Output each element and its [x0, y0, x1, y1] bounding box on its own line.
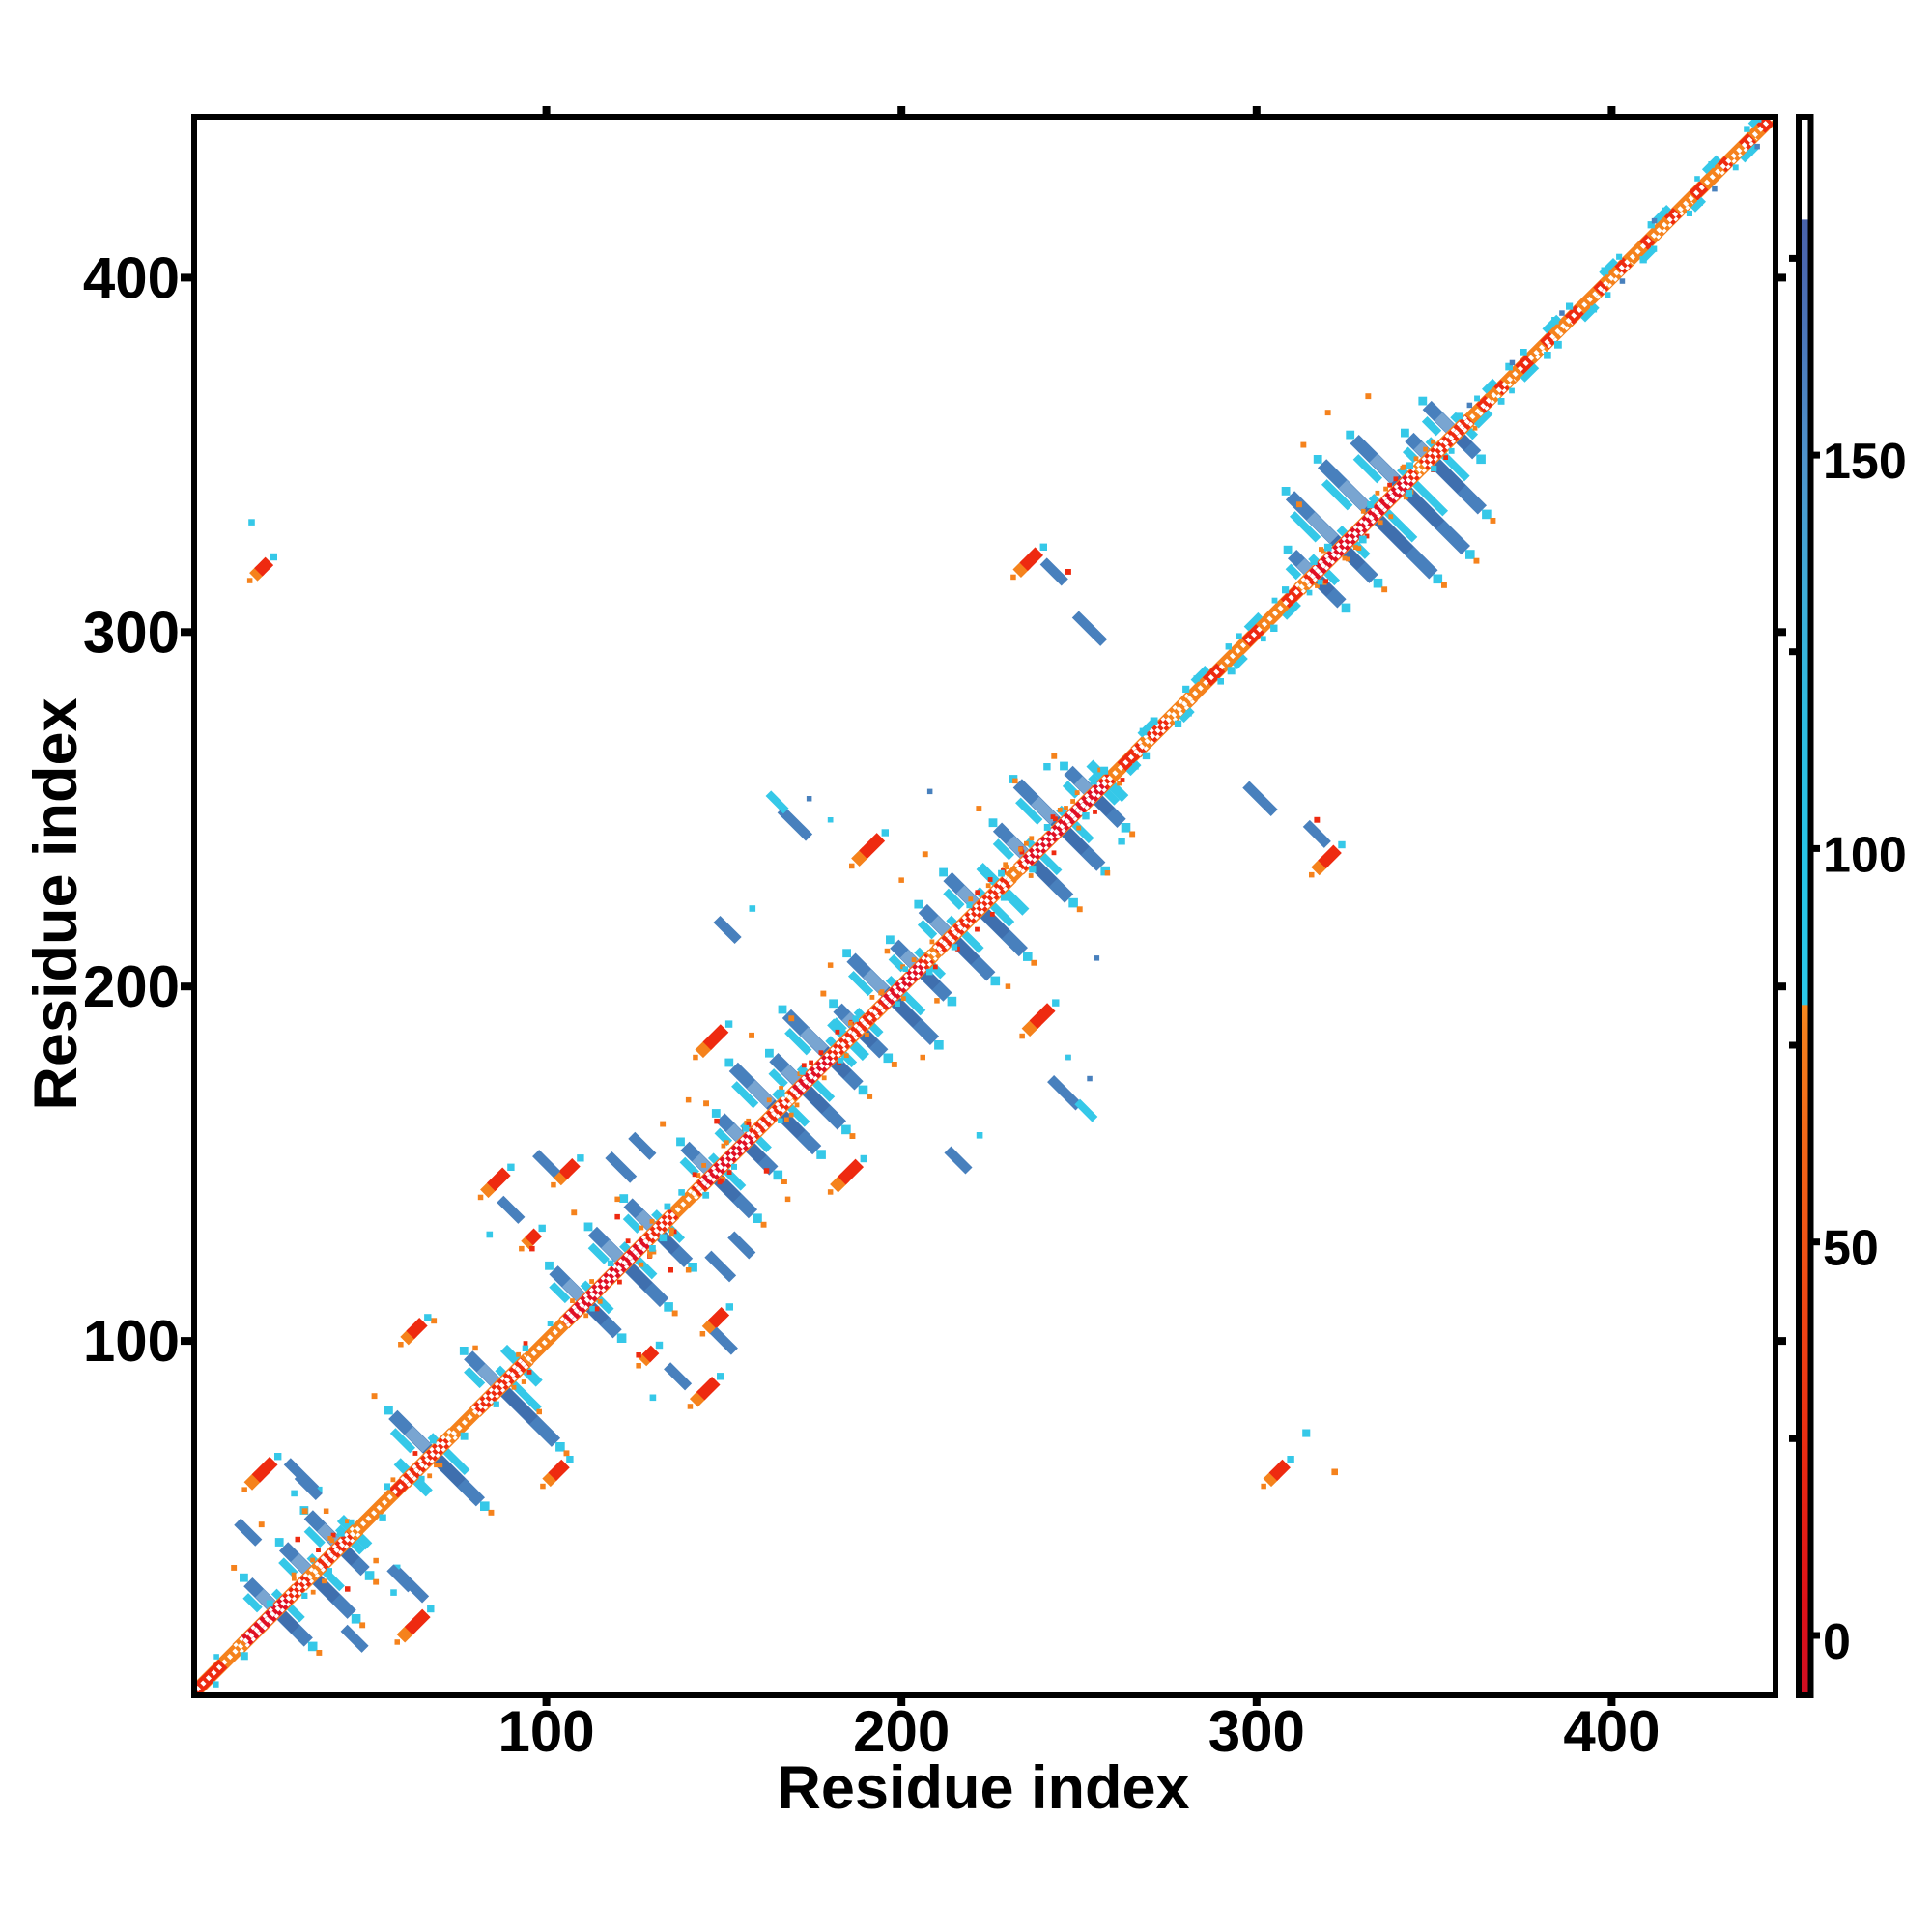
svg-text:50: 50 [1823, 1221, 1879, 1277]
svg-text:100: 100 [83, 1309, 180, 1374]
svg-text:100: 100 [1823, 827, 1907, 883]
svg-text:Residue index: Residue index [22, 697, 90, 1110]
svg-text:100: 100 [498, 1699, 595, 1764]
svg-text:200: 200 [83, 954, 180, 1019]
svg-text:150: 150 [1823, 434, 1907, 490]
svg-text:300: 300 [1208, 1699, 1305, 1764]
svg-text:0: 0 [1823, 1614, 1851, 1670]
svg-text:200: 200 [853, 1699, 950, 1764]
svg-text:Residue index: Residue index [777, 1754, 1189, 1822]
svg-text:400: 400 [83, 245, 180, 310]
svg-text:400: 400 [1563, 1699, 1660, 1764]
svg-text:300: 300 [83, 600, 180, 665]
